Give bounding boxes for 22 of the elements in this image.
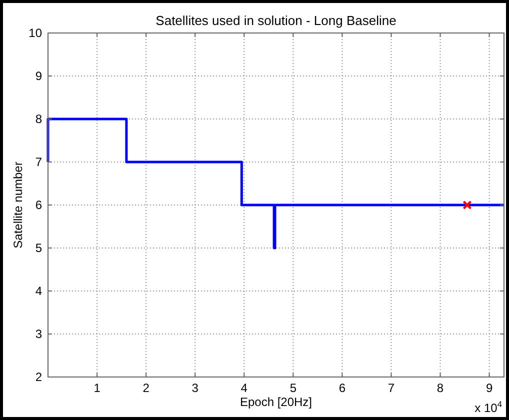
y-tick-label: 7: [35, 155, 42, 169]
text: x 10$^{4}$: [474, 399, 502, 415]
x-tick-label: 4: [240, 381, 248, 395]
x-axis-title: Epoch [20Hz]: [240, 395, 312, 409]
x-tick-label: 6: [338, 381, 346, 395]
y-tick-label: 10: [28, 26, 42, 40]
y-tick-label: 5: [35, 241, 42, 255]
x-tick-label: 5: [290, 381, 297, 395]
y-tick-label: 6: [35, 198, 42, 212]
x-tick-label: 7: [388, 381, 395, 395]
y-tick-label: 3: [35, 327, 42, 341]
x-tick-label: 3: [192, 381, 199, 395]
x-tick-label: 2: [142, 381, 150, 395]
chart-title: Satellites used in solution - Long Baseline: [156, 13, 396, 28]
x-tick-label: 1: [94, 381, 101, 395]
x-tick-label: 9: [486, 381, 493, 395]
y-tick-label: 8: [35, 112, 42, 126]
x-tick-label: 8: [436, 381, 444, 395]
y-tick-label: 2: [35, 370, 42, 384]
y-tick-label: 9: [35, 69, 42, 83]
y-tick-label: 4: [35, 284, 42, 298]
y-axis-title: Satellite number: [11, 162, 25, 248]
